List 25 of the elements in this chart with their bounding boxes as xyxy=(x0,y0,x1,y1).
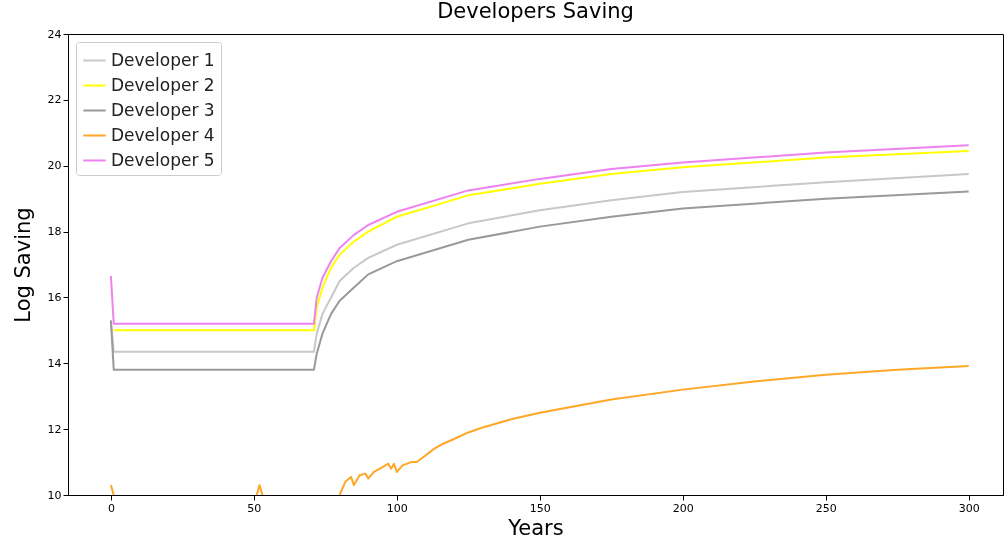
line-series xyxy=(109,190,970,371)
x-tick-label: 0 xyxy=(107,501,115,515)
y-tick-label: 12 xyxy=(47,422,62,436)
x-tick-label: 50 xyxy=(247,501,262,515)
y-tick-label: 18 xyxy=(47,225,62,239)
y-tick-label: 22 xyxy=(47,93,62,107)
x-tick-label: 300 xyxy=(958,501,980,515)
x-tick-label: 250 xyxy=(815,501,837,515)
x-tick-label: 150 xyxy=(529,501,551,515)
y-axis-title: Log Saving xyxy=(10,207,35,323)
legend-label: Developer 3 xyxy=(111,99,215,120)
legend-label: Developer 4 xyxy=(111,124,215,145)
line-series xyxy=(109,172,970,353)
y-tick-label: 16 xyxy=(47,290,62,304)
y-tick-label: 20 xyxy=(47,159,62,173)
legend-label: Developer 2 xyxy=(111,74,215,95)
y-tick-label: 14 xyxy=(47,356,62,370)
legend-label: Developer 1 xyxy=(111,49,215,70)
x-axis-title: Years xyxy=(507,515,564,540)
legend-label: Developer 5 xyxy=(111,149,215,170)
x-tick-label: 200 xyxy=(672,501,694,515)
y-tick-label: 24 xyxy=(47,27,62,41)
x-tick-label: 100 xyxy=(386,501,408,515)
y-tick-label: 10 xyxy=(47,488,62,502)
chart-title: Developers Saving xyxy=(437,0,634,23)
